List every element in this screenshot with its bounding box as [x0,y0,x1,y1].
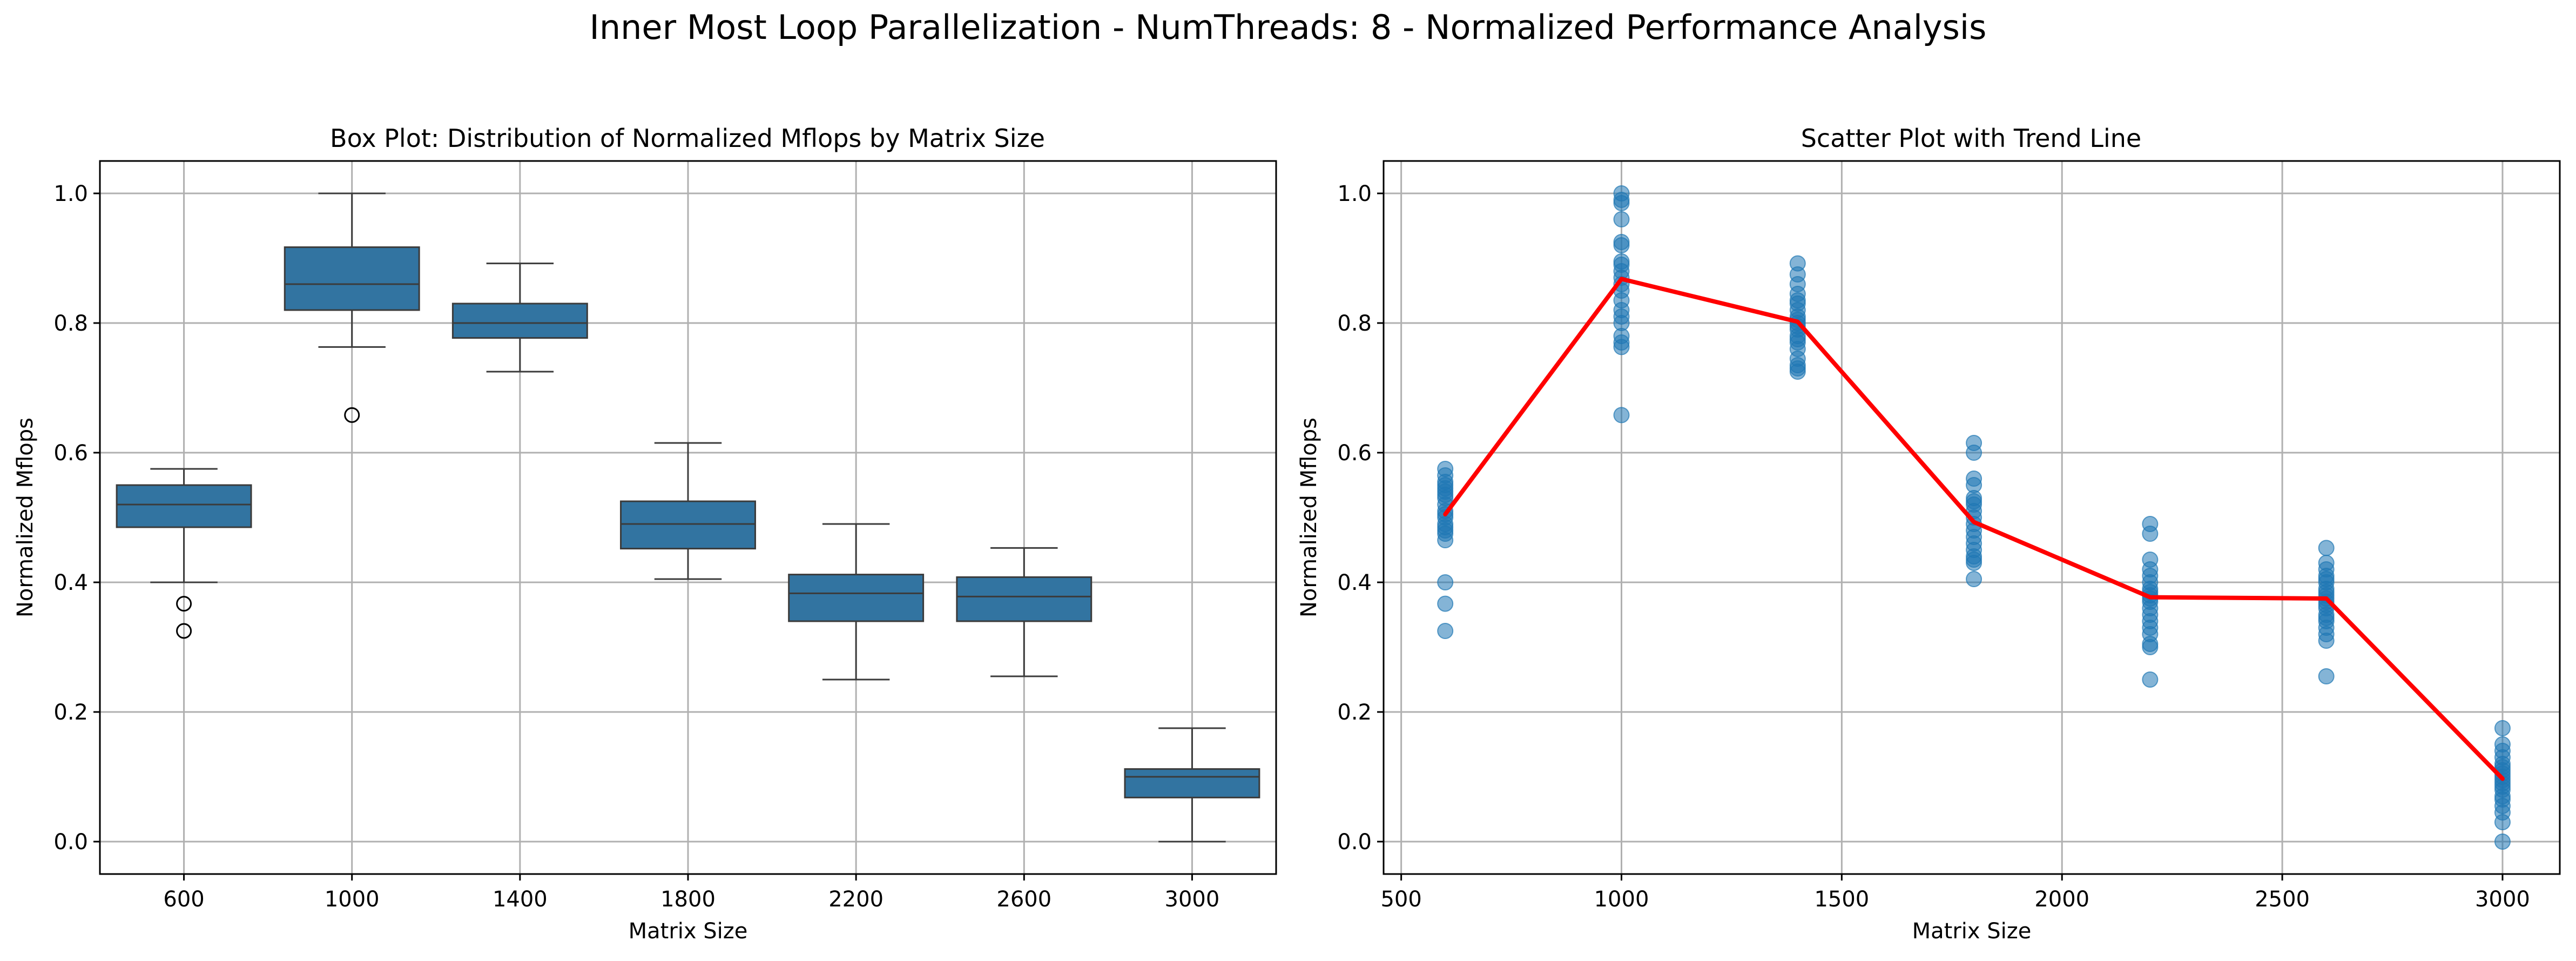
x-tick-label: 1000 [325,887,380,912]
scatter-point [1613,237,1630,253]
y-tick-label: 0.8 [53,311,88,336]
scatter-point [1437,574,1454,590]
y-tick-label: 0.4 [53,570,88,595]
scatter-point [1613,407,1630,424]
scatter-point [1613,195,1630,211]
box-iqr [451,303,588,339]
figure-suptitle: Inner Most Loop Parallelization - NumThr… [590,8,1987,47]
box-1400 [451,263,588,373]
x-tick-label: 2200 [828,887,884,912]
x-tick-label: 1500 [1814,887,1869,912]
scatter-plot-title: Scatter Plot with Trend Line [1801,124,2142,153]
y-tick-label: 1.0 [1337,182,1372,206]
box-plot-ticks: 0.0 0.2 0.4 0.6 0.8 1.0 600 1000 1400 1800 2200 260… [53,182,1219,912]
scatter-point [1437,595,1454,612]
box-iqr [284,246,420,311]
scatter-plot-ylabel: Normalized Mflops [1297,418,1321,617]
scatter-plot-xlabel: Matrix Size [1912,919,2032,944]
y-tick-label: 0.2 [1337,700,1372,725]
box-plot-boxes [116,192,1260,843]
scatter-point [1966,555,1982,571]
box-1000 [284,192,420,423]
scatter-point [2318,540,2335,556]
y-tick-label: 1.0 [53,182,88,206]
box-plot-chart: Box Plot: Distribution of Normalized Mfl… [13,124,1277,944]
box-plot-ylabel: Normalized Mflops [13,418,38,617]
scatter-point [1789,364,1806,380]
box-plot-frame [99,160,1277,875]
scatter-plot-frame [1383,160,2561,875]
x-tick-label: 1400 [493,887,548,912]
y-tick-label: 0.0 [53,830,88,855]
box-iqr [620,500,756,550]
scatter-plot-trend [1443,277,2505,781]
scatter-plot-grid [1384,161,2560,874]
y-tick-label: 0.4 [1337,570,1372,595]
x-tick-label: 2000 [2034,887,2089,912]
y-tick-label: 0.6 [53,441,88,466]
box-iqr [1124,768,1260,798]
y-tick-label: 0.2 [53,700,88,725]
scatter-point [2494,720,2511,736]
scatter-point [2318,633,2335,649]
box-3000 [1124,727,1260,843]
x-tick-label: 600 [163,887,204,912]
box-plot-title: Box Plot: Distribution of Normalized Mfl… [330,124,1045,153]
scatter-point [1966,571,1982,587]
x-tick-label: 1800 [660,887,716,912]
x-tick-label: 3000 [2475,887,2530,912]
x-tick-label: 1000 [1594,887,1649,912]
box-plot-xlabel: Matrix Size [629,919,748,944]
scatter-plot-points [1437,185,2511,850]
x-tick-label: 2600 [996,887,1051,912]
scatter-point [2494,834,2511,850]
scatter-point [1613,339,1630,355]
scatter-point [1437,623,1454,639]
box-1800 [620,442,756,580]
box-2600 [956,547,1093,677]
scatter-point [1437,532,1454,548]
y-tick-label: 0.6 [1337,441,1372,466]
scatter-point [2318,668,2335,684]
outlier-point [344,407,360,423]
scatter-point [2142,671,2159,688]
x-tick-label: 3000 [1165,887,1220,912]
outlier-point [176,623,192,639]
scatter-point [2494,814,2511,830]
y-tick-label: 0.8 [1337,311,1372,336]
x-tick-label: 2500 [2255,887,2310,912]
scatter-point [1613,211,1630,227]
box-iqr [788,574,925,622]
box-iqr [116,484,252,528]
scatter-point [1966,445,1982,461]
outlier-point [176,596,192,612]
scatter-point [2142,639,2159,655]
scatter-plot-chart: Scatter Plot with Trend Line 0.00.20.40.… [1297,124,2561,944]
box-2200 [788,523,925,681]
trend-line [1443,277,2505,781]
box-iqr [956,576,1093,622]
y-tick-label: 0.0 [1337,830,1372,855]
x-tick-label: 500 [1380,887,1421,912]
scatter-plot-ticks: 0.0 0.2 0.4 0.6 0.8 1.0 500 1000 1500 2000 2500 300… [1337,182,2530,912]
box-600 [116,468,252,639]
scatter-point [2142,526,2159,542]
